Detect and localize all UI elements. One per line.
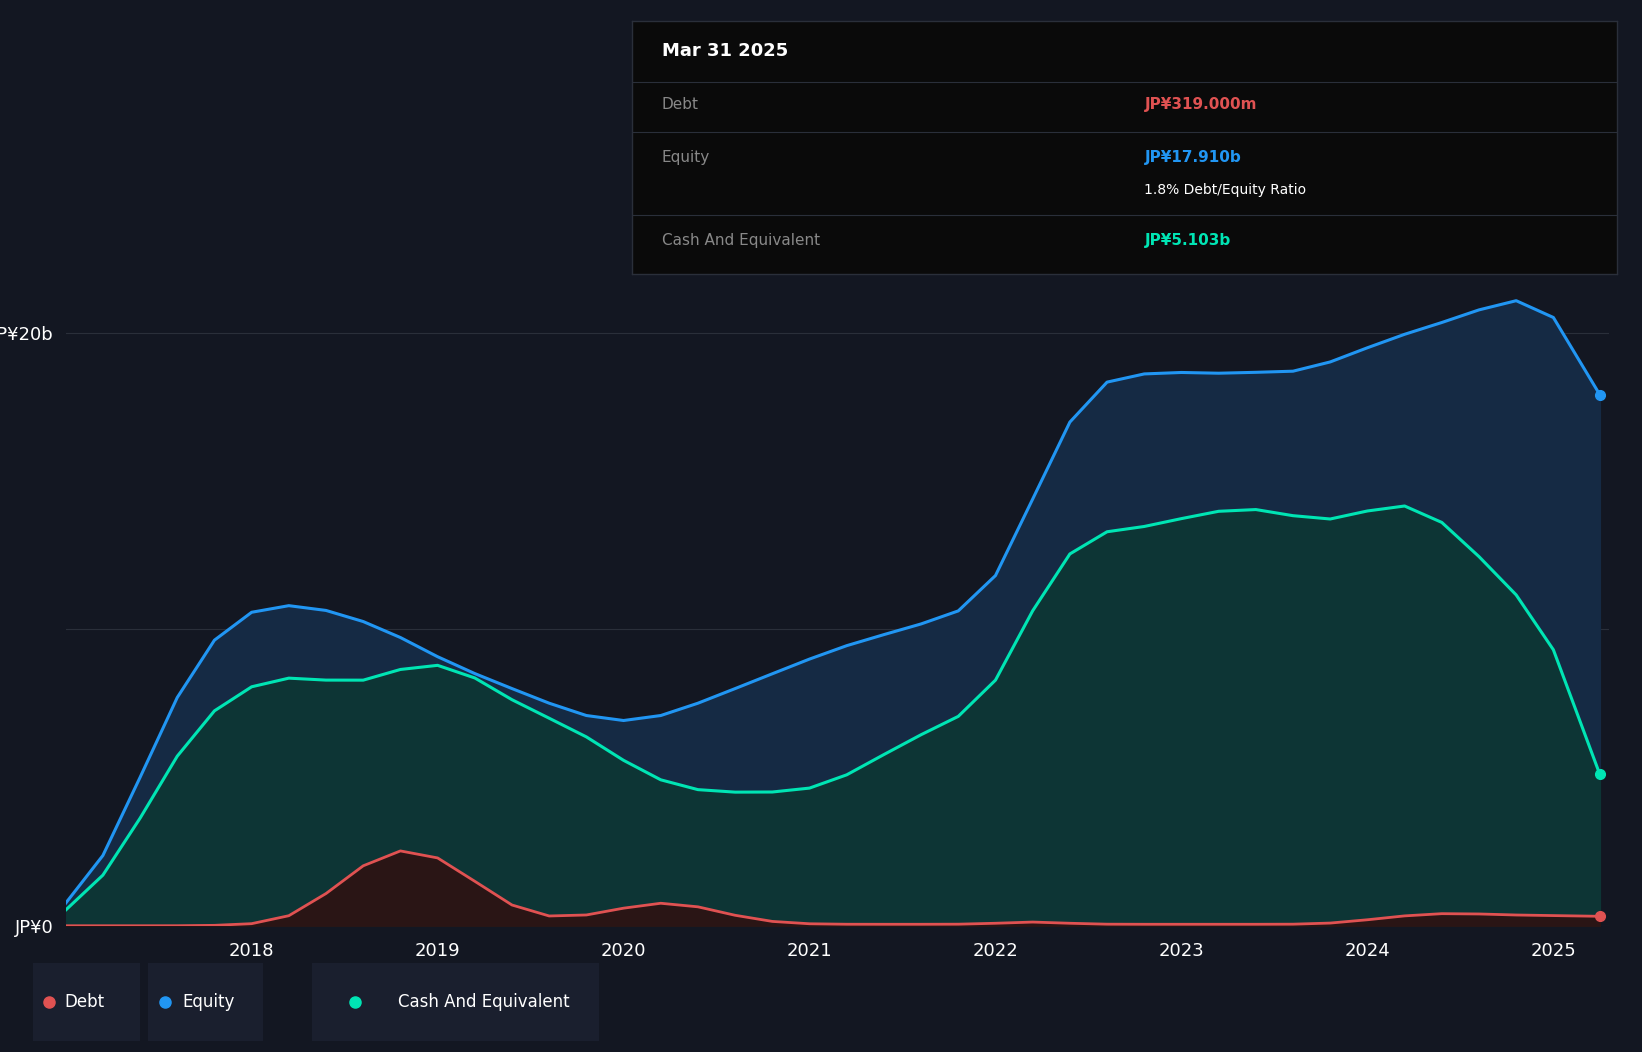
- Text: JP¥319.000m: JP¥319.000m: [1144, 97, 1258, 112]
- Text: Cash And Equivalent: Cash And Equivalent: [662, 234, 819, 248]
- Text: Mar 31 2025: Mar 31 2025: [662, 42, 788, 60]
- Text: Equity: Equity: [662, 149, 709, 165]
- Text: JP¥17.910b: JP¥17.910b: [1144, 149, 1241, 165]
- Text: 1.8% Debt/Equity Ratio: 1.8% Debt/Equity Ratio: [1144, 183, 1307, 197]
- Text: JP¥5.103b: JP¥5.103b: [1144, 234, 1232, 248]
- Text: Equity: Equity: [182, 993, 235, 1011]
- Text: Debt: Debt: [66, 993, 105, 1011]
- Text: Debt: Debt: [662, 97, 699, 112]
- Text: Cash And Equivalent: Cash And Equivalent: [399, 993, 570, 1011]
